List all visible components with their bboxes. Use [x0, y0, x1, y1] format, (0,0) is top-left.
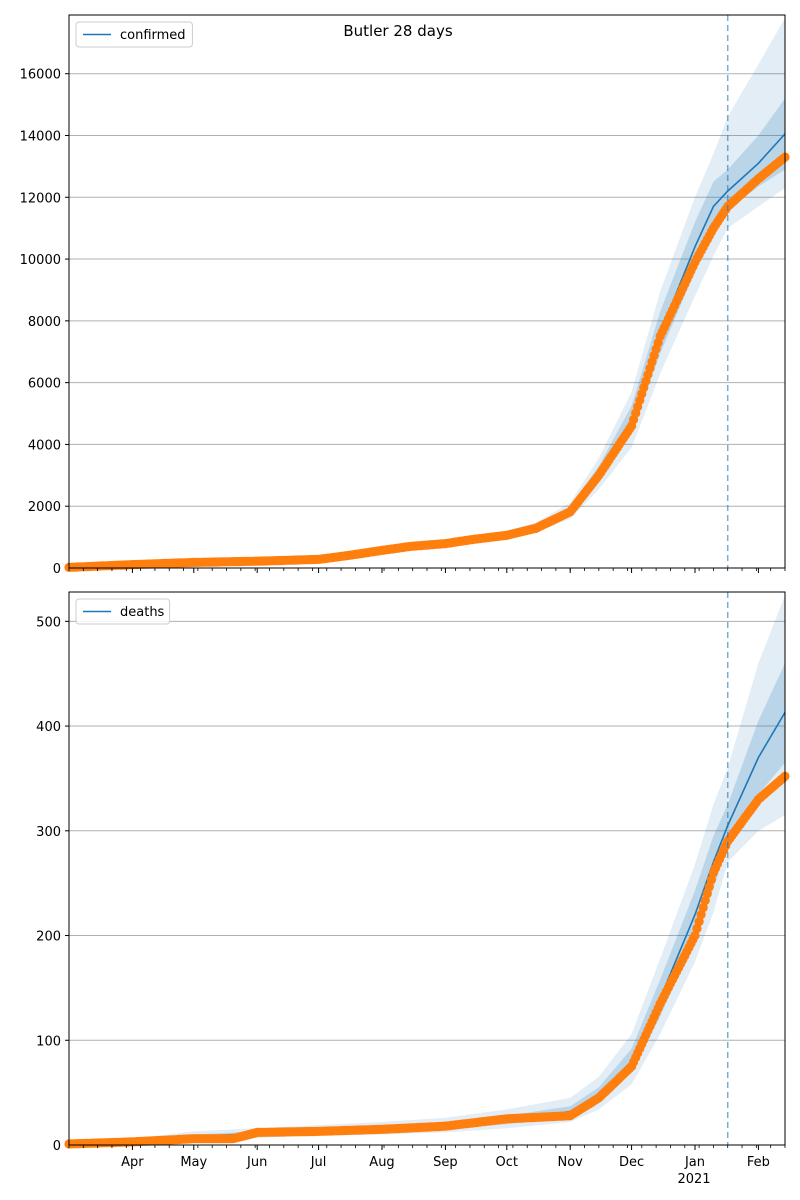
y-tick-label: 12000: [20, 191, 61, 206]
observed-point: [706, 875, 717, 885]
legend: deaths: [75, 598, 171, 625]
y-tick-label: 16000: [20, 68, 61, 83]
observed-point: [690, 930, 700, 941]
y-tick-label: 4000: [28, 438, 61, 453]
legend-box: [75, 21, 193, 48]
observed-points: [64, 771, 790, 1149]
observed-point: [692, 923, 702, 934]
observed-point: [696, 910, 706, 920]
observed-point: [704, 882, 714, 892]
observed-point: [698, 903, 708, 913]
chart-title: Butler 28 days: [343, 22, 452, 40]
legend-label: confirmed: [120, 28, 186, 43]
y-tick-label: 8000: [28, 315, 61, 330]
y-tick-label: 400: [36, 720, 61, 735]
legend-label: deaths: [120, 605, 165, 620]
year-label: 2021: [677, 1172, 710, 1187]
observed-point: [702, 889, 712, 899]
legend-box: [75, 598, 171, 625]
observed-point: [694, 917, 704, 927]
y-tick-label: 2000: [28, 500, 61, 515]
x-tick-label: Nov: [558, 1155, 584, 1170]
observed-points: [64, 152, 790, 573]
x-tick-label: Jun: [246, 1155, 267, 1170]
y-tick-label: 10000: [20, 253, 61, 268]
legend: confirmed: [75, 21, 193, 48]
y-tick-label: 14000: [20, 129, 61, 144]
y-tick-label: 100: [36, 1034, 61, 1049]
x-tick-label: Sep: [433, 1155, 458, 1170]
plot-frame: [68, 591, 786, 1146]
y-tick-label: 6000: [28, 377, 61, 392]
x-tick-label: Oct: [496, 1155, 518, 1170]
plot-frame: [68, 14, 786, 569]
x-tick-label: Aug: [369, 1155, 394, 1170]
observed-point: [700, 896, 710, 906]
x-tick-label: May: [180, 1155, 207, 1170]
x-tick-label: Apr: [121, 1155, 144, 1170]
x-tick-label: Jan: [684, 1155, 705, 1170]
confirmed-panel: 0 2000 4000 6000 8000 10000 12000 14000 16000 con…: [20, 14, 790, 577]
y-tick-label: 300: [36, 825, 61, 840]
y-tick-label: 500: [36, 615, 61, 630]
y-tick-label: 200: [36, 930, 61, 945]
x-tick-label: Feb: [747, 1155, 770, 1170]
x-tick-label: Dec: [619, 1155, 644, 1170]
x-tick-label: Jul: [310, 1155, 327, 1170]
y-tick-label: 0: [53, 1139, 61, 1154]
deaths-panel: 0 100 200 300 400 500 Apr May Jun Jul Aug Sep Oct Nov…: [36, 591, 790, 1170]
y-tick-label: 0: [53, 562, 61, 577]
